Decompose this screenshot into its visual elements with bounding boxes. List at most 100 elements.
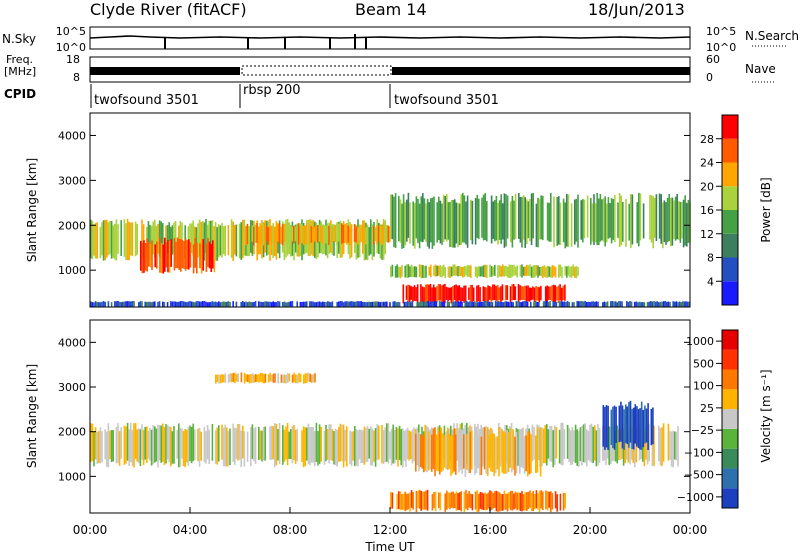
velocity-band-strip [468, 491, 470, 508]
power-band-strip [558, 264, 560, 278]
power-band-strip [412, 201, 414, 246]
velocity-colorbar-segment [722, 448, 738, 469]
power-band-strip [420, 284, 422, 303]
power-band-strip [643, 302, 646, 307]
power-band-strip [323, 301, 326, 307]
power-band-strip [444, 283, 446, 304]
power-band-strip [205, 301, 207, 307]
velocity-band-strip [154, 426, 156, 463]
velocity-band-strip [623, 409, 625, 450]
velocity-band-strip [615, 406, 617, 443]
power-band-strip [642, 302, 644, 307]
power-band-strip [323, 224, 326, 254]
power-band-strip [450, 200, 453, 248]
velocity-band-strip [229, 428, 231, 466]
velocity-colorbar-tick-label: −500 [684, 469, 714, 482]
velocity-band-strip [675, 431, 678, 461]
power-band-strip [171, 301, 174, 307]
velocity-band-strip [358, 429, 361, 460]
nave-label: Nave [745, 62, 776, 76]
velocity-band-strip [128, 429, 130, 466]
power-band-strip [670, 197, 672, 247]
velocity-band-strip [626, 406, 629, 445]
velocity-band-strip [631, 408, 633, 449]
velocity-band-strip [330, 424, 332, 461]
power-band-strip [568, 302, 570, 307]
velocity-band-strip [402, 493, 405, 510]
velocity-band-strip [272, 373, 275, 383]
velocity-band-strip [417, 490, 419, 508]
power-colorbar-segment [722, 257, 738, 282]
velocity-band-strip [149, 428, 151, 461]
power-band-strip [474, 266, 477, 277]
velocity-band-strip [166, 424, 169, 460]
power-band-strip [306, 301, 308, 307]
power-band-strip [627, 302, 630, 307]
velocity-band-strip [310, 427, 313, 463]
velocity-band-strip [286, 423, 289, 466]
power-band-strip [682, 301, 684, 307]
power-band-strip [526, 199, 528, 245]
velocity-band-strip [261, 430, 263, 462]
velocity-band-strip [559, 493, 562, 511]
power-band-strip [304, 301, 306, 307]
power-band-strip [529, 264, 531, 277]
power-band-strip [211, 301, 214, 307]
velocity-band-strip [550, 491, 552, 513]
power-band-strip [540, 285, 542, 301]
power-band-strip [407, 264, 410, 278]
power-band-strip [266, 301, 268, 307]
power-colorbar-tick-label: 4 [707, 275, 714, 288]
power-band-strip [524, 285, 526, 301]
velocity-band-strip [485, 432, 487, 474]
power-band-strip [322, 301, 324, 307]
power-band-strip [543, 265, 546, 277]
velocity-band-strip [525, 435, 527, 472]
power-band-strip [232, 301, 234, 307]
power-band-strip [310, 301, 313, 307]
velocity-band-strip [526, 492, 528, 512]
power-band-strip [198, 219, 201, 256]
power-band-strip [200, 239, 203, 274]
power-colorbar-segment [722, 281, 738, 305]
power-band-strip [458, 265, 461, 276]
power-band-strip [282, 302, 284, 307]
power-band-strip [558, 301, 561, 307]
power-band-strip [397, 301, 399, 307]
velocity-band-strip [443, 435, 446, 468]
power-band-strip [450, 287, 453, 304]
velocity-band-strip [362, 430, 364, 463]
velocity-band-strip [309, 373, 311, 382]
velocity-band-strip [624, 423, 626, 464]
power-band-strip [379, 302, 382, 307]
velocity-band-strip [258, 374, 260, 383]
velocity-band-strip [531, 424, 534, 462]
power-band-strip [278, 223, 281, 244]
power-band-strip [157, 301, 159, 307]
power-band-strip [442, 284, 445, 304]
power-band-strip [414, 203, 416, 249]
power-band-strip [591, 203, 594, 242]
power-band-strip [470, 265, 472, 278]
power-band-strip [136, 223, 138, 255]
velocity-y-label: Slant Range [km] [25, 364, 39, 468]
power-band-strip [540, 266, 542, 277]
power-band-strip [139, 301, 142, 307]
power-band-strip [235, 224, 238, 257]
velocity-band-strip [429, 430, 431, 470]
power-band-strip [415, 196, 418, 239]
power-band-strip [210, 220, 212, 261]
velocity-band-strip [426, 436, 428, 473]
velocity-band-strip [513, 493, 515, 510]
velocity-band-strip [672, 430, 674, 468]
power-band-strip [216, 302, 218, 307]
velocity-band-strip [498, 492, 501, 512]
cpid-label: CPID [4, 87, 36, 101]
power-band-strip [538, 267, 541, 276]
power-band-strip [423, 265, 426, 279]
velocity-band-strip [346, 426, 348, 467]
power-band-strip [251, 302, 254, 307]
power-band-strip [637, 302, 639, 307]
power-band-strip [181, 239, 184, 269]
velocity-band-strip [277, 373, 279, 384]
